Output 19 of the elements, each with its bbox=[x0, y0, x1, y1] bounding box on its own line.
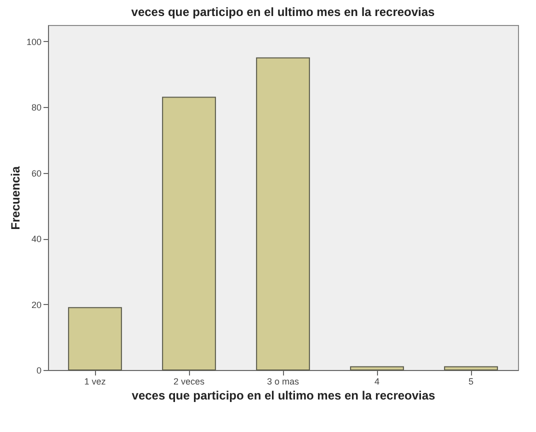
chart-title: veces que participo en el ultimo mes en la recreovias bbox=[131, 5, 436, 19]
bar bbox=[256, 57, 310, 370]
bar bbox=[350, 366, 404, 370]
bar bbox=[68, 307, 122, 370]
x-tick-label: 5 bbox=[468, 376, 474, 386]
y-tick-label: 80 bbox=[31, 102, 42, 113]
y-tick-label: 60 bbox=[31, 168, 42, 178]
y-axis-title: Frecuencia bbox=[8, 166, 22, 230]
y-tick-label: 20 bbox=[31, 300, 42, 310]
x-tick-label: 3 o mas bbox=[266, 376, 300, 386]
x-tick-label: 2 veces bbox=[173, 376, 205, 386]
y-tick-label: 40 bbox=[31, 234, 42, 244]
x-tick-label: 1 vez bbox=[84, 376, 106, 386]
y-tick-label: 0 bbox=[36, 366, 42, 376]
x-tick-label: 4 bbox=[374, 376, 380, 386]
x-axis-title: veces que participo en el ultimo mes en la recreovias bbox=[132, 388, 436, 402]
y-tick-label: 100 bbox=[26, 36, 42, 47]
bar bbox=[444, 366, 498, 370]
bar bbox=[162, 96, 216, 370]
